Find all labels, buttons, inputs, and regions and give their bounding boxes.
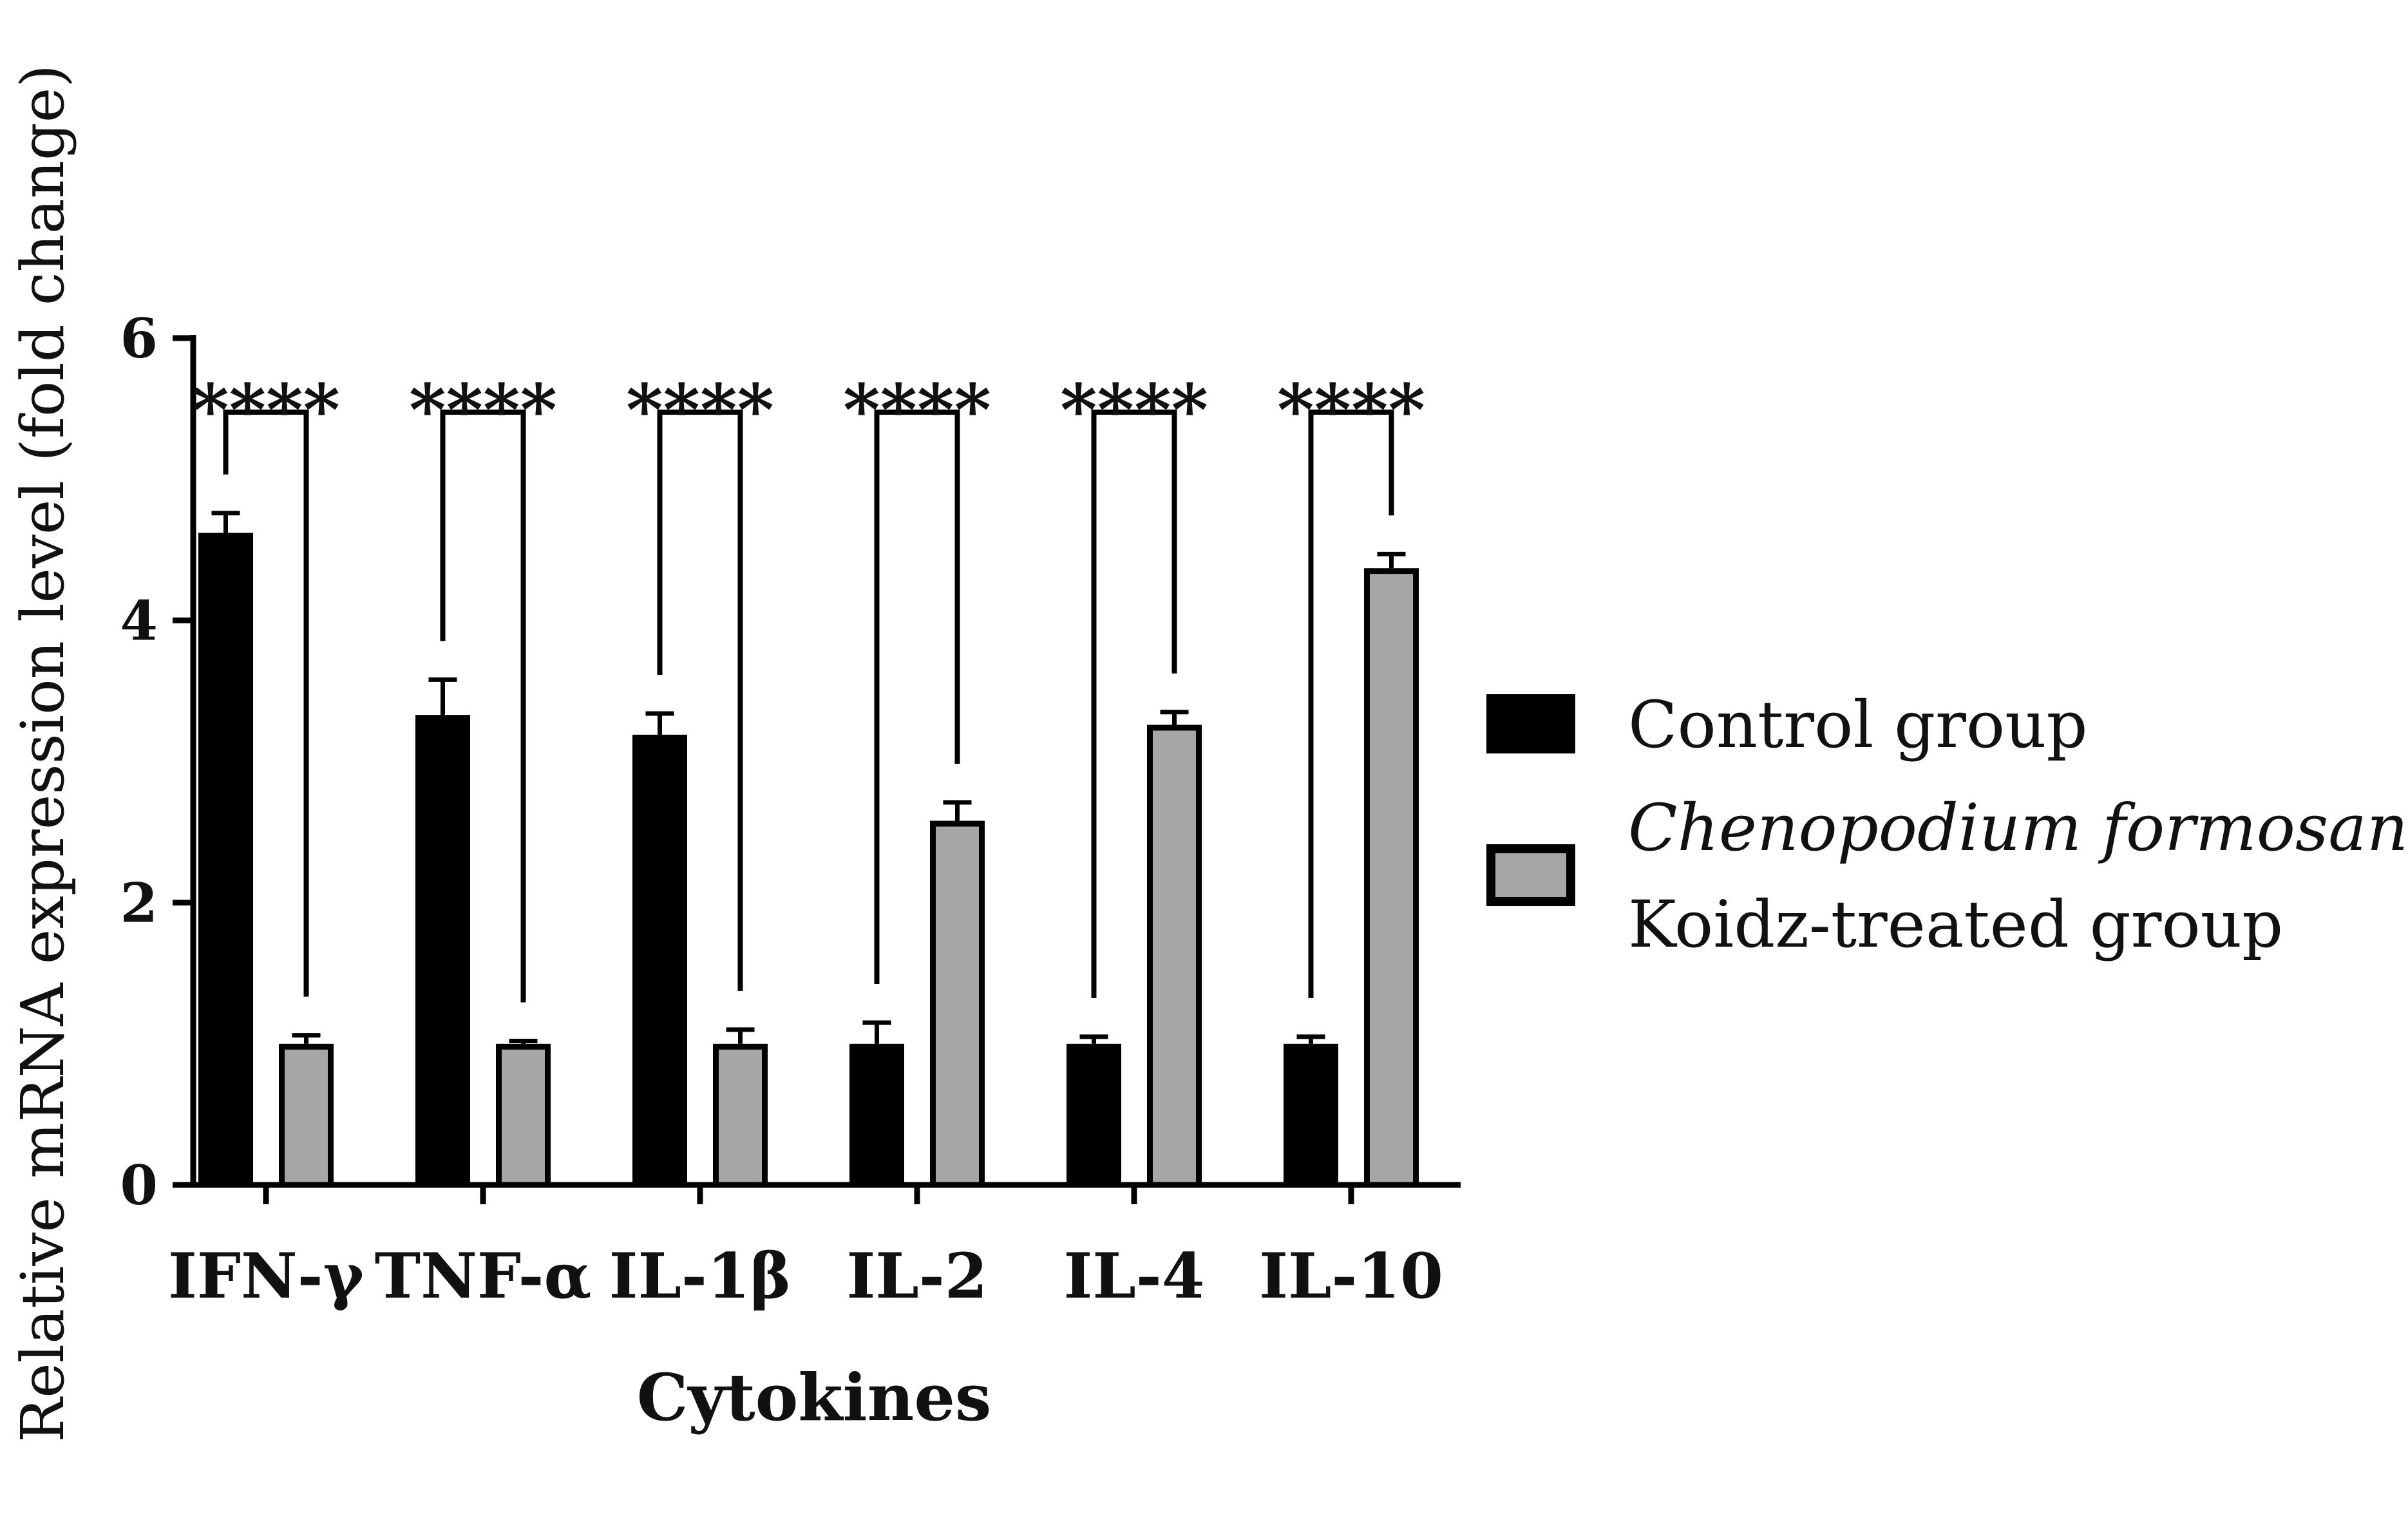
legend: Control group Chenopodium formosanum Koi… xyxy=(1486,687,2408,962)
significance-bracket xyxy=(874,410,960,984)
significance-label: **** xyxy=(626,368,774,451)
bar-treated xyxy=(713,1043,768,1188)
significance-label: **** xyxy=(1060,368,1208,451)
legend-swatch-treated xyxy=(1486,844,1575,906)
bar-control xyxy=(849,1043,904,1185)
axes-layer xyxy=(190,335,1461,1188)
x-tick-label: TNF-α xyxy=(375,1240,592,1312)
y-axis-label: Relative mRNA expression level (fold cha… xyxy=(8,64,77,1443)
x-tick-label: IL-10 xyxy=(1259,1240,1443,1312)
significance-layer: **** **** **** **** **** **** xyxy=(192,368,1425,1003)
x-axis-label: Cytokines xyxy=(637,1359,992,1435)
significance-bracket xyxy=(657,410,743,991)
significance-bracket xyxy=(223,410,309,997)
bar-control xyxy=(1067,1043,1121,1185)
bar-treated xyxy=(496,1043,551,1188)
y-tick-label: 4 xyxy=(120,589,158,652)
legend-label-treated-species: Chenopodium formosanum xyxy=(1628,790,2408,866)
x-tick-label: IL-4 xyxy=(1063,1240,1204,1312)
bar-control xyxy=(1284,1043,1338,1185)
bar-treated xyxy=(1364,568,1419,1188)
bar-control xyxy=(632,734,687,1185)
y-tick-label: 6 xyxy=(120,307,158,370)
legend-label-control: Control group xyxy=(1628,687,2088,762)
significance-bracket xyxy=(1308,410,1394,998)
bar-treated xyxy=(1147,724,1202,1188)
significance-label: **** xyxy=(409,368,557,451)
bar-control xyxy=(415,715,470,1185)
y-tick-label: 0 xyxy=(120,1153,158,1217)
legend-label-treated-group: Koidz-treated group xyxy=(1628,887,2283,962)
bar-treated xyxy=(930,820,985,1188)
significance-label: **** xyxy=(192,368,340,451)
ticks-layer: 0 2 4 6 IFN-γ TNF-α IL-1β IL-2 IL-4 IL-10 xyxy=(120,307,1443,1312)
x-tick-label: IL-1β xyxy=(609,1240,792,1312)
significance-label: **** xyxy=(1277,368,1425,451)
bars-layer xyxy=(198,511,1419,1188)
significance-bracket xyxy=(1091,410,1177,998)
bar-treated xyxy=(279,1043,334,1188)
x-tick-label: IFN-γ xyxy=(168,1240,365,1312)
bar-control xyxy=(198,533,253,1185)
x-tick-label: IL-2 xyxy=(846,1240,987,1312)
significance-bracket xyxy=(440,410,526,1003)
significance-label: **** xyxy=(843,368,991,451)
legend-swatch-control xyxy=(1486,694,1575,753)
y-tick-label: 2 xyxy=(120,871,158,935)
